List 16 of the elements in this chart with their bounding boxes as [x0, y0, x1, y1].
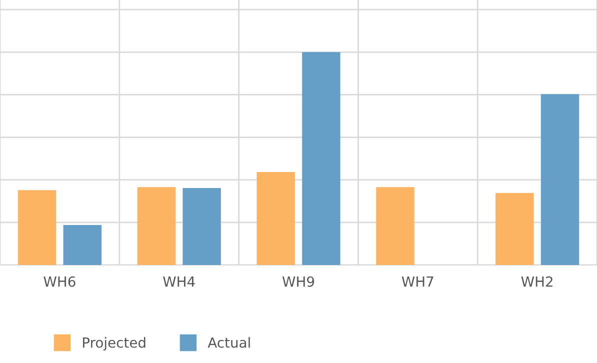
bar	[18, 190, 56, 265]
x-tick-label: WH9	[282, 276, 314, 287]
bar	[256, 172, 295, 265]
x-tick-label: WH2	[521, 276, 552, 287]
x-tick-label: WH6	[44, 276, 76, 287]
legend-label: Projected	[83, 337, 146, 350]
x-tick-label: WH4	[163, 276, 195, 287]
bar	[63, 224, 102, 265]
legend-label: Actual	[208, 337, 250, 348]
bar	[182, 188, 221, 265]
bar	[540, 94, 580, 265]
bar	[376, 187, 414, 265]
bar	[137, 187, 176, 265]
bar	[302, 52, 340, 265]
x-tick-label: WH7	[402, 276, 434, 287]
bar	[496, 193, 534, 265]
